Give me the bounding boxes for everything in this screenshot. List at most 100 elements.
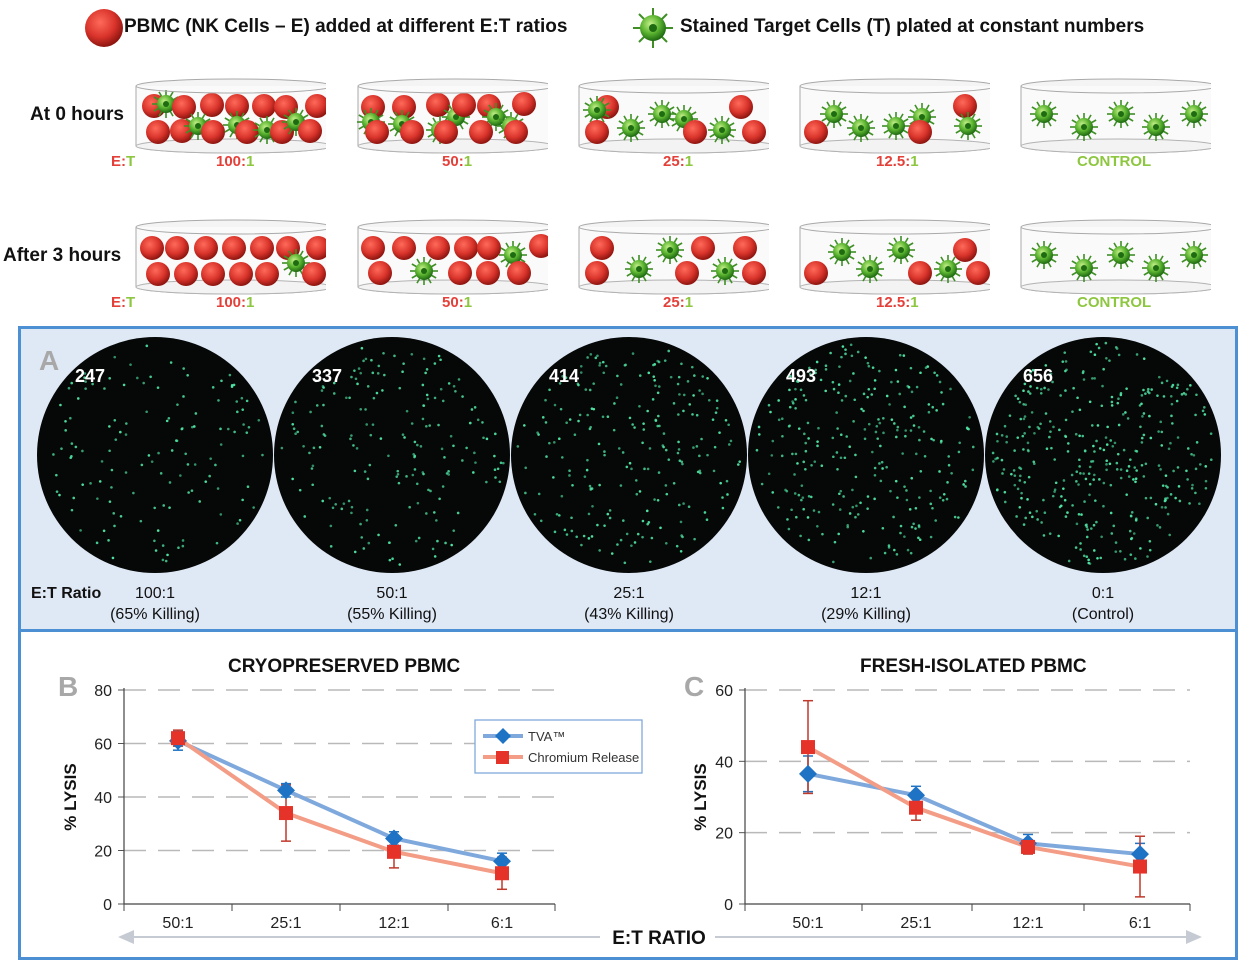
series-line bbox=[807, 745, 1141, 869]
well-killing: (65% Killing) bbox=[110, 606, 200, 623]
x-tick-label: 25:1 bbox=[270, 915, 301, 932]
y-tick-label: 80 bbox=[94, 683, 112, 700]
panel-bc bbox=[18, 632, 1238, 960]
data-point bbox=[279, 806, 293, 821]
x-tick-label: 50:1 bbox=[162, 915, 193, 932]
y-tick-label: 20 bbox=[715, 826, 733, 843]
legend-effector-text: PBMC (NK Cells – E) added at different E… bbox=[124, 16, 568, 37]
petri-dish bbox=[135, 219, 326, 295]
chart-c: 0 20 40 60 50:1 25:1 12:1 6:1 FRESH-ISOLATED PBM… bbox=[684, 656, 1191, 932]
panel-a: A 247 100:1 (65% Killing) 337 50:1 (55% Killi… bbox=[18, 326, 1238, 632]
well-count: 247 bbox=[75, 366, 106, 386]
series-line bbox=[177, 739, 503, 864]
petri-dish bbox=[357, 219, 548, 295]
ratio-colon: : bbox=[241, 153, 247, 170]
well-count: 337 bbox=[312, 366, 343, 386]
y-axis-label: % LYSIS bbox=[61, 763, 80, 830]
data-point bbox=[1021, 839, 1035, 854]
x-tick-label: 50:1 bbox=[792, 915, 823, 932]
data-point bbox=[799, 764, 817, 783]
ratio-colon: : bbox=[679, 294, 685, 311]
petri-dish bbox=[799, 78, 990, 154]
ratio-effector: 50 bbox=[442, 294, 459, 311]
legend-target-text: Stained Target Cells (T) plated at const… bbox=[680, 16, 1145, 37]
ratio-effector: 12.5 bbox=[876, 294, 906, 311]
panel-a-letter: A bbox=[39, 345, 60, 376]
well-count: 656 bbox=[1023, 366, 1054, 386]
dish-ratio-label: 50:1 bbox=[442, 153, 472, 170]
shared-x-axis-label: E:T RATIO bbox=[612, 928, 706, 949]
et-prefix-colon: : bbox=[121, 153, 127, 170]
y-tick-label: 60 bbox=[715, 683, 733, 700]
arrow-left-icon bbox=[118, 930, 134, 944]
x-tick-label: 12:1 bbox=[378, 915, 409, 932]
y-tick-label: 40 bbox=[715, 754, 733, 771]
well-killing: (55% Killing) bbox=[347, 606, 437, 623]
dish-ratio-label: 25:1 bbox=[663, 153, 693, 170]
data-point bbox=[277, 781, 295, 800]
ratio-colon: : bbox=[905, 153, 911, 170]
series-line bbox=[176, 736, 503, 876]
ratio-target: 1 bbox=[463, 294, 473, 311]
arrow-right-icon bbox=[1186, 930, 1202, 944]
control-label: CONTROL bbox=[1077, 294, 1152, 311]
x-tick-label: 6:1 bbox=[1129, 915, 1151, 932]
well-killing: (43% Killing) bbox=[584, 606, 674, 623]
ratio-colon: : bbox=[458, 294, 464, 311]
et-ratio-label: E:T Ratio bbox=[31, 585, 102, 602]
ratio-effector: 100 bbox=[216, 294, 242, 311]
data-point bbox=[1133, 859, 1147, 874]
well-image bbox=[37, 337, 273, 573]
dish-ratio-label: 25:1 bbox=[663, 294, 693, 311]
petri-dish bbox=[578, 78, 769, 154]
dish-ratio-label: 12.5:1 bbox=[876, 153, 919, 170]
data-point bbox=[801, 740, 815, 755]
data-point bbox=[171, 731, 185, 746]
legend-entry: Chromium Release bbox=[528, 750, 639, 765]
y-axis-label: % LYSIS bbox=[691, 763, 710, 830]
et-prefix: E:T bbox=[111, 294, 135, 311]
data-point bbox=[385, 829, 403, 848]
et-prefix-t: T bbox=[126, 294, 136, 311]
y-tick-label: 0 bbox=[103, 897, 112, 914]
y-tick-label: 40 bbox=[94, 790, 112, 807]
dish-ratio-label: CONTROL bbox=[1077, 153, 1151, 170]
petri-dish bbox=[1020, 78, 1211, 154]
x-tick-label: 6:1 bbox=[491, 915, 513, 932]
charts-svg: 0 20 40 60 80 50:1 25:1 12:1 6:1 CRYOPRESERVED PB… bbox=[58, 656, 1202, 949]
ratio-target: 1 bbox=[463, 153, 473, 170]
ratio-target: 1 bbox=[246, 294, 255, 311]
ratio-target: 1 bbox=[246, 153, 255, 170]
ratio-target: 1 bbox=[684, 294, 694, 311]
ratio-colon: : bbox=[458, 153, 464, 170]
chart-title: FRESH-ISOLATED PBMC bbox=[860, 656, 1087, 677]
et-prefix-e: E bbox=[111, 294, 122, 311]
ratio-effector: 50 bbox=[442, 153, 459, 170]
well-count: 493 bbox=[786, 366, 817, 386]
petri-dish bbox=[135, 78, 326, 154]
dish-ratio-label: 12.5:1 bbox=[876, 294, 919, 311]
ratio-colon: : bbox=[905, 294, 911, 311]
data-point bbox=[1131, 845, 1149, 864]
y-tick-label: 60 bbox=[94, 737, 112, 754]
well-image bbox=[748, 337, 984, 573]
ratio-effector: 12.5 bbox=[876, 153, 906, 170]
dish-ratio-label: 100:1 bbox=[216, 153, 254, 170]
x-tick-label: 25:1 bbox=[900, 915, 931, 932]
shared-x-axis: E:T RATIO bbox=[118, 928, 1202, 949]
legend-entry: TVA™ bbox=[528, 729, 565, 744]
row-label-0h: At 0 hours bbox=[30, 104, 124, 125]
data-point bbox=[907, 786, 925, 805]
data-point bbox=[493, 852, 511, 871]
well-ratio: 12:1 bbox=[850, 585, 882, 602]
ratio-effector: 25 bbox=[663, 153, 680, 170]
ratio-target: 1 bbox=[910, 153, 919, 170]
ratio-target: 1 bbox=[684, 153, 694, 170]
chart-title: CRYOPRESERVED PBMC bbox=[228, 656, 461, 677]
ratio-colon: : bbox=[679, 153, 685, 170]
data-point bbox=[495, 866, 509, 881]
petri-dish bbox=[799, 219, 990, 295]
et-prefix: E:T bbox=[111, 153, 135, 170]
y-tick-label: 0 bbox=[724, 897, 733, 914]
chart-legend: TVA™ Chromium Release bbox=[474, 719, 643, 774]
